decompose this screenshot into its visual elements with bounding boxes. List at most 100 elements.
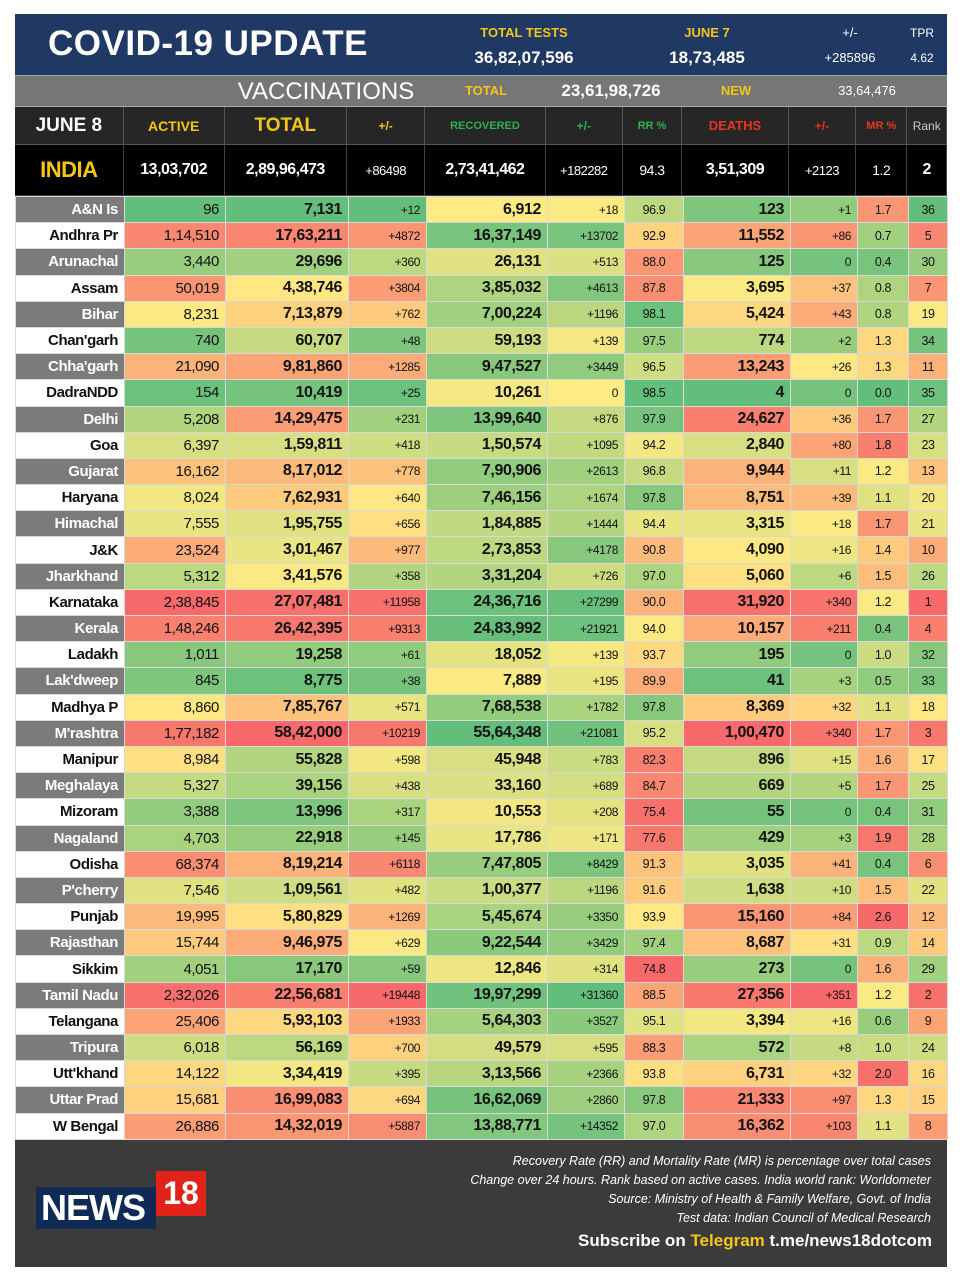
data-cell: 14,29,475 [225, 405, 349, 433]
data-cell: +876 [547, 405, 625, 433]
data-cell: 26,131 [426, 248, 548, 276]
data-cell: +6118 [348, 850, 427, 878]
news18-logo-text: NEWS [41, 1186, 146, 1228]
data-cell: +8 [790, 1033, 858, 1062]
data-cell: 91.6 [624, 876, 684, 905]
data-cell: 0.4 [857, 798, 909, 826]
data-cell: 3,31,204 [426, 562, 548, 590]
column-header: +/- [789, 107, 857, 144]
data-cell: +726 [547, 562, 625, 590]
column-header: DEATHS [682, 107, 789, 144]
data-cell: 49,579 [426, 1033, 548, 1062]
data-cell: +351 [790, 981, 858, 1009]
data-cell: 59,193 [426, 326, 548, 355]
data-cell: 1,011 [124, 641, 226, 669]
table-row: Utt'khand 14,122 3,34,419 +395 3,13,566 +2366… [15, 1060, 948, 1088]
data-cell: 29,696 [225, 248, 349, 276]
data-cell: +700 [348, 1033, 427, 1062]
data-cell: 5,208 [124, 405, 226, 433]
data-cell: 33 [908, 667, 948, 695]
data-cell: 3 [908, 719, 948, 747]
data-cell: 0 [790, 641, 858, 669]
state-name: M'rashtra [15, 719, 125, 747]
data-cell: 8,751 [683, 484, 791, 512]
data-cell: 1,48,246 [124, 614, 226, 643]
data-cell: 0.4 [857, 248, 909, 276]
data-cell: 15,744 [124, 929, 226, 957]
data-cell: 50,019 [124, 274, 226, 302]
data-cell: 7,68,538 [426, 693, 548, 721]
news18-logo [36, 1186, 156, 1229]
data-cell: +18 [547, 195, 625, 224]
vacc-total-value: 23,61,98,726 [561, 81, 661, 100]
data-cell: +340 [790, 588, 858, 617]
state-name: Bihar [15, 300, 125, 328]
data-cell: 17,170 [225, 955, 349, 983]
data-cell: 13,243 [683, 353, 791, 381]
state-name: Goa [15, 431, 125, 459]
table-row: Telangana 25,406 5,93,103 +1933 5,64,303 +352… [15, 1007, 948, 1036]
data-cell: +231 [348, 405, 427, 433]
data-cell: 7,85,767 [225, 693, 349, 721]
data-cell: 94.4 [624, 510, 684, 538]
data-cell: +86 [790, 222, 858, 250]
data-cell: 24,83,992 [426, 614, 548, 643]
telegram-label: Telegram [690, 1230, 765, 1250]
data-cell: 1.7 [857, 405, 909, 433]
data-cell: 1.1 [857, 484, 909, 512]
data-cell: +358 [348, 562, 427, 590]
data-cell: +3804 [348, 274, 427, 302]
data-cell: 123 [683, 195, 791, 224]
tests-change-value: +285896 [824, 50, 876, 65]
data-cell: 1,50,574 [426, 431, 548, 459]
footer-note: Source: Ministry of Health & Family Welf… [608, 1191, 931, 1206]
data-cell: +418 [348, 431, 427, 459]
data-cell: 1,59,811 [225, 431, 349, 459]
data-cell: +32 [790, 693, 858, 721]
data-cell: 77.6 [624, 824, 684, 852]
data-cell: 23,524 [124, 536, 226, 564]
data-cell: 90.0 [624, 588, 684, 617]
state-name: Tripura [15, 1033, 125, 1062]
data-cell: 90.8 [624, 536, 684, 564]
data-cell: +195 [547, 667, 625, 695]
table-row: Delhi 5,208 14,29,475 +231 13,99,640 +876 97.9… [15, 405, 948, 433]
state-name: W Bengal [15, 1112, 125, 1140]
data-cell: +629 [348, 929, 427, 957]
data-cell: +43 [790, 300, 858, 328]
data-cell: 1.7 [857, 719, 909, 747]
state-name: Mizoram [15, 798, 125, 826]
subscribe-prefix: Subscribe on [578, 1230, 686, 1250]
data-cell: 19,97,299 [426, 981, 548, 1009]
data-cell: +1782 [547, 693, 625, 721]
data-cell: +37 [790, 274, 858, 302]
column-header: MR % [856, 107, 908, 144]
data-cell: 18 [908, 693, 948, 721]
data-cell: +211 [790, 614, 858, 643]
data-cell: 1.1 [857, 693, 909, 721]
table-row: Madhya P 8,860 7,85,767 +571 7,68,538 +1782 97… [15, 693, 948, 721]
data-cell: 6 [908, 850, 948, 878]
table-row: Rajasthan 15,744 9,46,975 +629 9,22,544 +3429… [15, 929, 948, 957]
state-name: Punjab [15, 903, 125, 931]
state-name: Nagaland [15, 824, 125, 852]
data-cell: 97.0 [624, 1112, 684, 1140]
data-cell: 93.7 [624, 641, 684, 669]
data-cell: 22 [908, 876, 948, 905]
data-cell: +2366 [547, 1060, 625, 1088]
data-cell: 7,889 [426, 667, 548, 695]
telegram-link[interactable]: t.me/news18dotcom [769, 1230, 933, 1250]
data-cell: 5,327 [124, 772, 226, 800]
data-cell: 1,00,470 [683, 719, 791, 747]
table-row: Haryana 8,024 7,62,931 +640 7,46,156 +1674 97.… [15, 484, 948, 512]
data-cell: +783 [547, 745, 625, 774]
data-cell: +13702 [547, 222, 625, 250]
data-cell: 93.8 [624, 1060, 684, 1088]
data-cell: 1.2 [857, 588, 909, 617]
data-cell: 55,828 [225, 745, 349, 774]
data-cell: +208 [547, 798, 625, 826]
data-cell: 0 [790, 798, 858, 826]
data-cell: +595 [547, 1033, 625, 1062]
table-row: Himachal 7,555 1,95,755 +656 1,84,885 +1444 94… [15, 510, 948, 538]
vaccinations-bar: VACCINATIONS TOTAL 23,61,98,726 NEW 33,6… [15, 76, 947, 107]
